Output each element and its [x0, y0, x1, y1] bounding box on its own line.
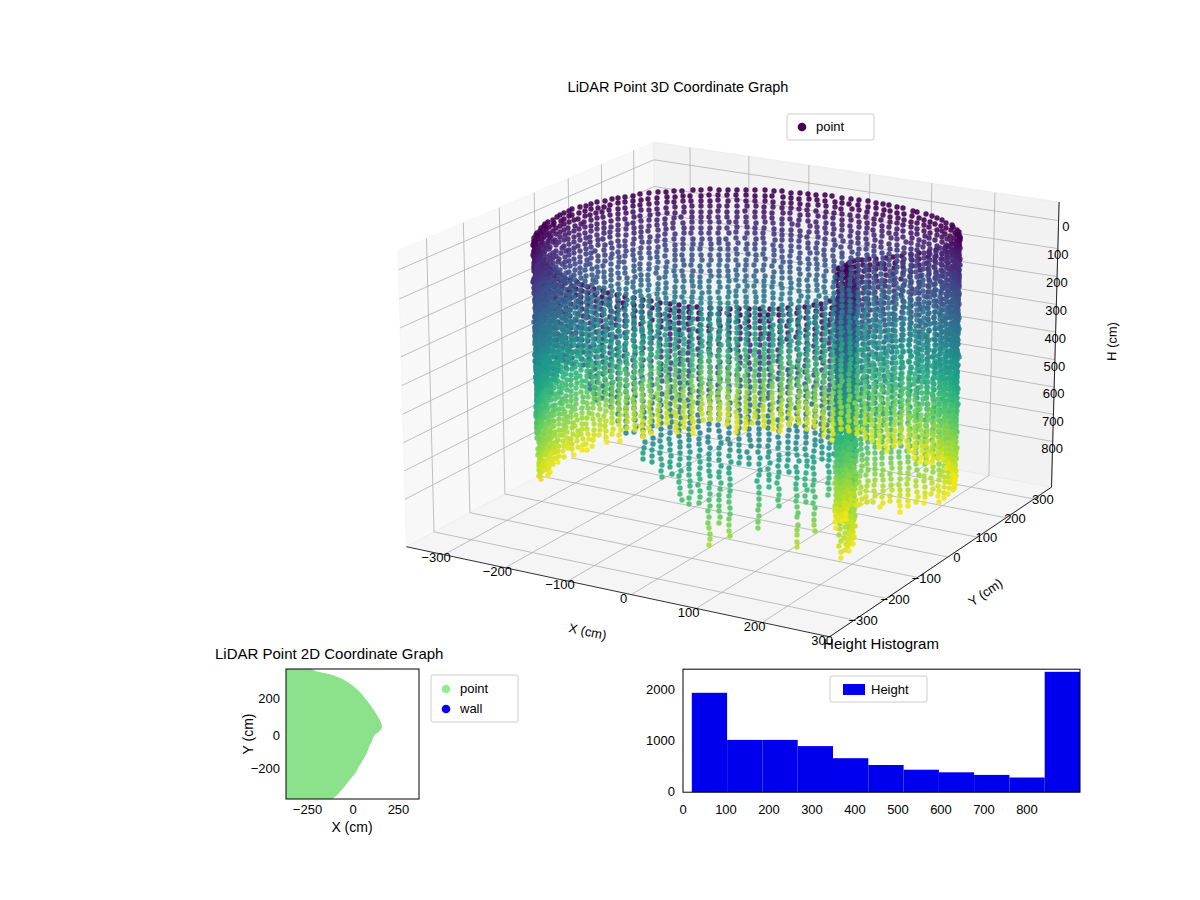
svg-text:point: point — [816, 119, 845, 134]
svg-text:200: 200 — [1004, 511, 1026, 526]
svg-text:H (cm): H (cm) — [1104, 322, 1120, 361]
svg-text:700: 700 — [973, 802, 995, 817]
svg-text:200: 200 — [258, 691, 280, 706]
svg-text:300: 300 — [1045, 303, 1067, 318]
svg-text:100: 100 — [715, 802, 737, 817]
svg-text:0: 0 — [620, 591, 627, 606]
svg-text:200: 200 — [758, 802, 780, 817]
svg-text:−200: −200 — [483, 564, 512, 579]
svg-text:0: 0 — [349, 802, 356, 817]
svg-text:600: 600 — [930, 802, 952, 817]
svg-text:500: 500 — [1044, 359, 1066, 374]
svg-text:400: 400 — [844, 802, 866, 817]
svg-text:250: 250 — [388, 802, 410, 817]
svg-text:−200: −200 — [881, 592, 910, 607]
svg-text:Height Histogram: Height Histogram — [823, 635, 939, 652]
svg-text:100: 100 — [1047, 247, 1069, 262]
svg-text:300: 300 — [1032, 492, 1054, 507]
svg-text:Y (cm): Y (cm) — [240, 714, 256, 755]
svg-text:0: 0 — [679, 802, 686, 817]
svg-text:400: 400 — [1044, 331, 1066, 346]
svg-text:0: 0 — [668, 784, 675, 799]
svg-text:1000: 1000 — [646, 733, 675, 748]
svg-text:X (cm): X (cm) — [331, 819, 372, 835]
svg-text:200: 200 — [1046, 275, 1068, 290]
svg-text:Height: Height — [871, 682, 909, 697]
svg-text:2000: 2000 — [646, 682, 675, 697]
svg-text:LiDAR Point 3D Coordinate Grap: LiDAR Point 3D Coordinate Graph — [568, 79, 789, 95]
svg-text:100: 100 — [678, 605, 700, 620]
svg-text:−100: −100 — [545, 577, 574, 592]
svg-text:−200: −200 — [251, 761, 280, 776]
svg-text:LiDAR Point 2D Coordinate Grap: LiDAR Point 2D Coordinate Graph — [215, 645, 443, 662]
svg-text:600: 600 — [1043, 386, 1065, 401]
svg-text:0: 0 — [273, 728, 280, 743]
svg-text:300: 300 — [801, 802, 823, 817]
svg-text:point: point — [460, 681, 489, 696]
svg-text:−300: −300 — [421, 550, 450, 565]
svg-text:700: 700 — [1042, 414, 1064, 429]
svg-text:200: 200 — [744, 619, 766, 634]
svg-text:wall: wall — [459, 701, 483, 716]
svg-text:500: 500 — [887, 802, 909, 817]
svg-text:800: 800 — [1041, 441, 1063, 456]
svg-text:0: 0 — [1062, 219, 1069, 234]
svg-text:0: 0 — [953, 550, 960, 565]
svg-text:−250: −250 — [293, 802, 322, 817]
svg-text:−100: −100 — [912, 571, 941, 586]
svg-text:−300: −300 — [848, 613, 877, 628]
svg-text:800: 800 — [1016, 802, 1038, 817]
svg-text:100: 100 — [975, 530, 997, 545]
